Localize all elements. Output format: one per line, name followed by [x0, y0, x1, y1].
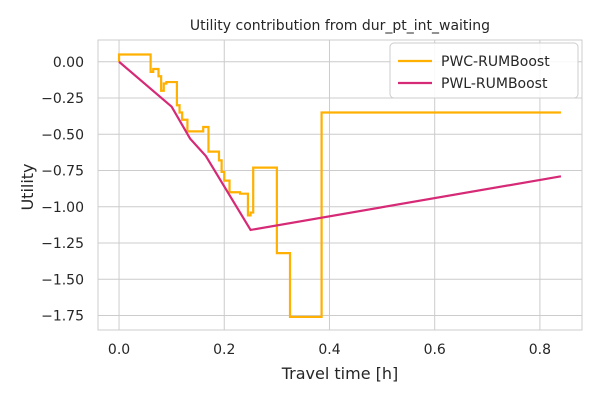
x-tick-label: 0.0	[108, 342, 130, 358]
series-line-pwl-rumboost	[118, 60, 562, 232]
legend-label: PWL-RUMBoost	[441, 76, 548, 92]
y-tick-label: −0.50	[41, 127, 84, 143]
y-tick-label: −1.75	[41, 309, 84, 325]
x-axis-label: Travel time [h]	[281, 364, 399, 383]
plot-frame	[97, 39, 583, 331]
chart-title: Utility contribution from dur_pt_int_wai…	[190, 18, 490, 34]
series-lines	[117, 53, 562, 319]
x-tick-label: 0.8	[529, 342, 551, 358]
y-tick-label: −1.00	[41, 200, 84, 216]
y-tick-label: −0.25	[41, 91, 84, 107]
x-tick-label: 0.2	[213, 342, 235, 358]
legend: PWC-RUMBoost PWL-RUMBoost	[389, 42, 579, 99]
y-axis-label: Utility	[18, 163, 37, 210]
legend-box	[389, 42, 579, 99]
legend-label: PWC-RUMBoost	[441, 54, 550, 70]
x-tick-label: 0.6	[424, 342, 446, 358]
x-tick-label: 0.4	[318, 342, 340, 358]
y-tick-label: −1.50	[41, 272, 84, 288]
tick-labels: 0.0 0.2 0.4 0.6 0.8 0.00 −0.25 −0.50 −0.75 −1.00 −…	[41, 55, 551, 358]
y-tick-label: −0.75	[41, 164, 84, 180]
y-tick-label: 0.00	[53, 55, 84, 71]
series-line-pwc-rumboost	[117, 53, 561, 319]
y-tick-label: −1.25	[41, 236, 84, 252]
